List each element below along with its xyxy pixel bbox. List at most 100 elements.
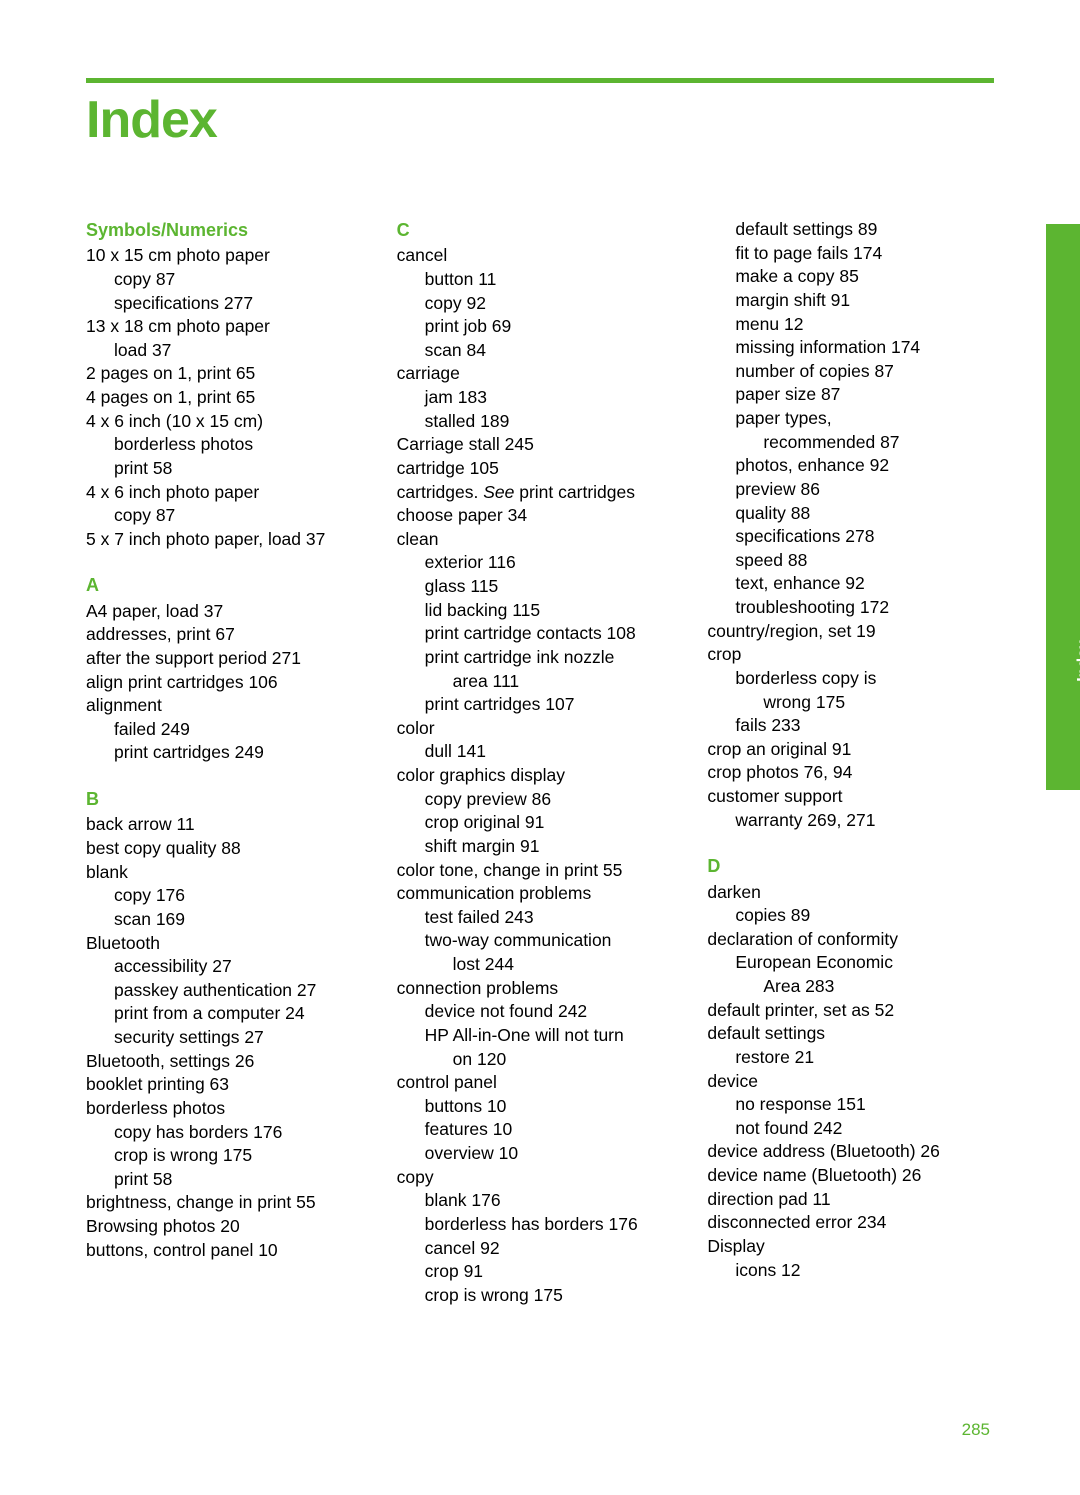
index-entry: restore 21 bbox=[735, 1046, 994, 1070]
index-entry: jam 183 bbox=[425, 386, 684, 410]
index-entry: exterior 116 bbox=[425, 551, 684, 575]
section-heading: C bbox=[397, 218, 684, 242]
index-entry: two-way communication bbox=[425, 929, 684, 953]
index-entry: copy bbox=[397, 1166, 684, 1190]
index-entry: customer support bbox=[707, 785, 994, 809]
index-entry: 13 x 18 cm photo paper bbox=[86, 315, 373, 339]
index-entry: European Economic bbox=[735, 951, 994, 975]
index-entry: 4 pages on 1, print 65 bbox=[86, 386, 373, 410]
index-entry: Carriage stall 245 bbox=[397, 433, 684, 457]
index-entry: buttons, control panel 10 bbox=[86, 1239, 373, 1263]
index-entry: features 10 bbox=[425, 1118, 684, 1142]
index-entry: crop is wrong 175 bbox=[114, 1144, 373, 1168]
index-entry: area 111 bbox=[453, 670, 684, 694]
section-heading: A bbox=[86, 573, 373, 597]
index-entry: glass 115 bbox=[425, 575, 684, 599]
index-entry: copy preview 86 bbox=[425, 788, 684, 812]
index-entry: 2 pages on 1, print 65 bbox=[86, 362, 373, 386]
index-entry: borderless has borders 176 bbox=[425, 1213, 684, 1237]
index-entry: cartridges. See print cartridges bbox=[397, 481, 684, 505]
index-entry: Area 283 bbox=[763, 975, 994, 999]
index-entry: accessibility 27 bbox=[114, 955, 373, 979]
index-entry: warranty 269, 271 bbox=[735, 809, 994, 833]
page-number: 285 bbox=[962, 1420, 990, 1440]
index-entry: security settings 27 bbox=[114, 1026, 373, 1050]
index-entry: color graphics display bbox=[397, 764, 684, 788]
index-entry: crop bbox=[707, 643, 994, 667]
index-entry: print cartridge contacts 108 bbox=[425, 622, 684, 646]
index-entry: borderless photos bbox=[114, 433, 373, 457]
index-entry: print job 69 bbox=[425, 315, 684, 339]
index-entry: crop 91 bbox=[425, 1260, 684, 1284]
index-entry: specifications 277 bbox=[114, 292, 373, 316]
index-entry: fit to page fails 174 bbox=[735, 242, 994, 266]
index-entry: speed 88 bbox=[735, 549, 994, 573]
index-entry: overview 10 bbox=[425, 1142, 684, 1166]
index-entry: cartridge 105 bbox=[397, 457, 684, 481]
index-entry: 5 x 7 inch photo paper, load 37 bbox=[86, 528, 373, 552]
index-entry: 4 x 6 inch (10 x 15 cm) bbox=[86, 410, 373, 434]
index-entry: lost 244 bbox=[453, 953, 684, 977]
index-entry: booklet printing 63 bbox=[86, 1073, 373, 1097]
index-entry: copy has borders 176 bbox=[114, 1121, 373, 1145]
index-entry: direction pad 11 bbox=[707, 1188, 994, 1212]
index-entry: crop an original 91 bbox=[707, 738, 994, 762]
index-entry: print 58 bbox=[114, 457, 373, 481]
index-entry: Display bbox=[707, 1235, 994, 1259]
index-entry: paper types, bbox=[735, 407, 994, 431]
index-entry: margin shift 91 bbox=[735, 289, 994, 313]
index-entry: print from a computer 24 bbox=[114, 1002, 373, 1026]
section-heading: Symbols/Numerics bbox=[86, 218, 373, 242]
index-entry: cancel 92 bbox=[425, 1237, 684, 1261]
top-rule bbox=[86, 78, 994, 83]
index-columns: Symbols/Numerics10 x 15 cm photo paperco… bbox=[86, 218, 994, 1307]
index-entry: alignment bbox=[86, 694, 373, 718]
side-tab bbox=[1046, 224, 1080, 790]
index-entry: specifications 278 bbox=[735, 525, 994, 549]
index-entry: failed 249 bbox=[114, 718, 373, 742]
index-entry: load 37 bbox=[114, 339, 373, 363]
index-entry: blank 176 bbox=[425, 1189, 684, 1213]
index-entry: on 120 bbox=[453, 1048, 684, 1072]
index-entry: print 58 bbox=[114, 1168, 373, 1192]
section-heading: B bbox=[86, 787, 373, 811]
index-entry: connection problems bbox=[397, 977, 684, 1001]
index-entry: Bluetooth bbox=[86, 932, 373, 956]
index-entry: make a copy 85 bbox=[735, 265, 994, 289]
index-entry: print cartridge ink nozzle bbox=[425, 646, 684, 670]
index-entry: print cartridges 249 bbox=[114, 741, 373, 765]
index-entry: disconnected error 234 bbox=[707, 1211, 994, 1235]
index-entry: device bbox=[707, 1070, 994, 1094]
side-tab-label: Index bbox=[1075, 640, 1080, 682]
index-entry: stalled 189 bbox=[425, 410, 684, 434]
index-entry: copy 87 bbox=[114, 504, 373, 528]
index-entry: color tone, change in print 55 bbox=[397, 859, 684, 883]
index-entry: passkey authentication 27 bbox=[114, 979, 373, 1003]
index-entry: default settings 89 bbox=[735, 218, 994, 242]
index-entry: crop original 91 bbox=[425, 811, 684, 835]
index-entry: number of copies 87 bbox=[735, 360, 994, 384]
index-entry: dull 141 bbox=[425, 740, 684, 764]
index-entry: darken bbox=[707, 881, 994, 905]
index-entry: print cartridges 107 bbox=[425, 693, 684, 717]
index-entry: recommended 87 bbox=[763, 431, 994, 455]
index-entry: 10 x 15 cm photo paper bbox=[86, 244, 373, 268]
index-entry: align print cartridges 106 bbox=[86, 671, 373, 695]
index-entry: icons 12 bbox=[735, 1259, 994, 1283]
index-entry: device not found 242 bbox=[425, 1000, 684, 1024]
index-entry: Bluetooth, settings 26 bbox=[86, 1050, 373, 1074]
index-entry: quality 88 bbox=[735, 502, 994, 526]
index-entry: copy 176 bbox=[114, 884, 373, 908]
index-entry: paper size 87 bbox=[735, 383, 994, 407]
index-entry: copy 87 bbox=[114, 268, 373, 292]
index-entry: after the support period 271 bbox=[86, 647, 373, 671]
index-entry: addresses, print 67 bbox=[86, 623, 373, 647]
index-entry: copies 89 bbox=[735, 904, 994, 928]
index-entry: missing information 174 bbox=[735, 336, 994, 360]
index-entry: declaration of conformity bbox=[707, 928, 994, 952]
page-title: Index bbox=[86, 90, 217, 150]
index-entry: not found 242 bbox=[735, 1117, 994, 1141]
index-entry: shift margin 91 bbox=[425, 835, 684, 859]
index-entry: clean bbox=[397, 528, 684, 552]
index-entry: color bbox=[397, 717, 684, 741]
